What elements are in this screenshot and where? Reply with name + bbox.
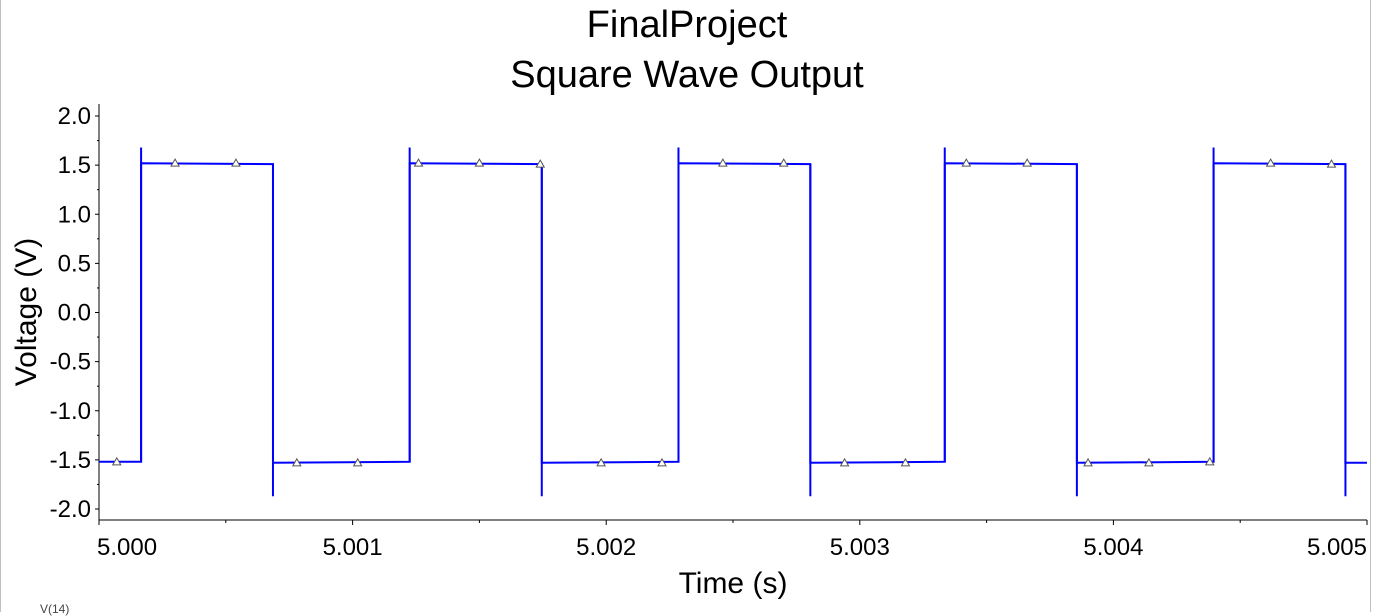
y-tick-label: 0.0 bbox=[58, 300, 91, 327]
x-tick-label: 5.001 bbox=[323, 534, 383, 561]
data-marker bbox=[657, 457, 667, 467]
y-tick-label: -1.0 bbox=[50, 398, 91, 425]
data-marker bbox=[900, 457, 911, 467]
data-marker bbox=[961, 158, 972, 167]
ticks: 2.0 1.5 1.0 0.5 0.0 -0.5 -1.0 -1.5 -2.05.000 5.00… bbox=[50, 103, 1368, 561]
data-marker bbox=[1022, 158, 1033, 167]
chart-title-line2: Square Wave Output bbox=[510, 54, 864, 96]
data-marker bbox=[1144, 457, 1154, 467]
waveform-trace bbox=[99, 162, 1367, 464]
data-marker bbox=[231, 158, 241, 167]
data-marker bbox=[352, 457, 363, 467]
right-border bbox=[1370, 0, 1371, 612]
x-axis-label: Time (s) bbox=[679, 567, 788, 600]
x-tick-label: 5.002 bbox=[576, 534, 636, 561]
y-tick-label: -0.5 bbox=[50, 349, 91, 376]
data-marker bbox=[535, 159, 546, 168]
data-marker bbox=[1204, 456, 1215, 466]
axes bbox=[98, 104, 1367, 521]
trace-legend-label: V(14) bbox=[40, 602, 70, 616]
data-marker bbox=[1083, 457, 1093, 467]
y-tick-label: 0.5 bbox=[58, 250, 91, 277]
x-tick-label: 5.004 bbox=[1083, 534, 1143, 561]
data-marker bbox=[170, 158, 180, 167]
x-tick-label: 5.000 bbox=[97, 534, 157, 561]
y-tick-label: 1.5 bbox=[58, 152, 91, 179]
y-tick-label: 2.0 bbox=[58, 103, 91, 130]
y-tick-label: 1.0 bbox=[58, 201, 91, 228]
data-marker bbox=[413, 158, 424, 167]
data-marker bbox=[839, 457, 850, 467]
data-marker bbox=[717, 158, 728, 167]
data-marker bbox=[291, 457, 302, 467]
chart-title-line1: FinalProject bbox=[586, 4, 788, 46]
x-tick-label: 5.005 bbox=[1307, 534, 1367, 561]
marker-group bbox=[111, 158, 1337, 467]
data-marker bbox=[596, 457, 606, 467]
data-marker bbox=[1326, 159, 1337, 168]
data-marker bbox=[111, 456, 122, 466]
y-tick-label: -2.0 bbox=[50, 496, 91, 523]
trace-group bbox=[99, 147, 1367, 497]
left-border bbox=[0, 0, 1, 612]
data-marker bbox=[1265, 158, 1276, 167]
x-tick-label: 5.003 bbox=[830, 534, 890, 561]
data-marker bbox=[474, 158, 485, 167]
y-axis-label: Voltage (V) bbox=[10, 238, 43, 386]
data-marker bbox=[778, 158, 789, 167]
y-tick-label: -1.5 bbox=[50, 447, 91, 474]
